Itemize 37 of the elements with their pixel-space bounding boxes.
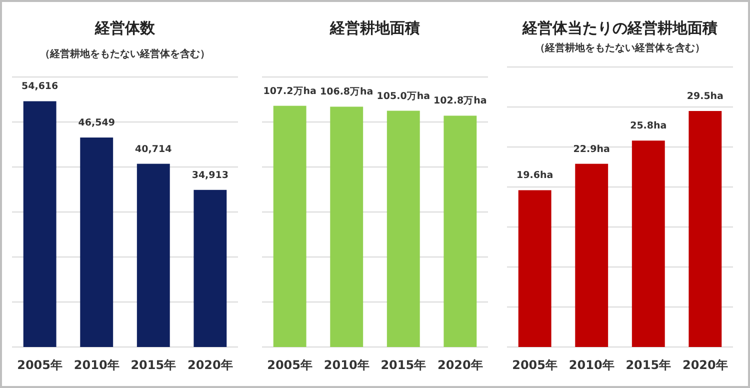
x-tick-label: 2020年 <box>437 358 483 372</box>
data-label: 105.0万ha <box>376 90 430 102</box>
bar <box>136 164 170 347</box>
bar <box>575 164 608 347</box>
x-tick-label: 2020年 <box>187 358 233 372</box>
x-tick-label: 2020年 <box>682 358 728 372</box>
bar <box>632 140 665 347</box>
data-label: 19.6ha <box>516 170 554 182</box>
bar <box>80 138 114 347</box>
data-label: 25.8ha <box>630 120 667 132</box>
chart-title: 経営体当たりの経営耕地面積 <box>522 19 718 37</box>
data-label: 102.8万ha <box>434 96 487 107</box>
x-tick-label: 2015年 <box>626 358 672 372</box>
bar <box>688 111 722 347</box>
x-tick-label: 2010年 <box>74 358 120 372</box>
x-tick-label: 2005年 <box>512 358 558 372</box>
data-label: 34,913 <box>192 170 229 181</box>
chart-subtitle: （経営耕地をもたない経営体を含む） <box>40 48 210 60</box>
bar <box>518 190 552 347</box>
bar <box>23 101 56 347</box>
chart-subtitle: （経営耕地をもたない経営体を含む） <box>535 42 705 54</box>
data-label: 107.2万ha <box>263 86 316 97</box>
data-label: 22.9ha <box>573 144 610 155</box>
data-label: 46,549 <box>78 118 115 129</box>
data-label: 54,616 <box>21 81 59 92</box>
data-label: 40,714 <box>135 144 172 155</box>
x-tick-label: 2015年 <box>130 358 176 372</box>
chart-title: 経営体数 <box>94 19 156 37</box>
chart-title: 経営耕地面積 <box>329 19 420 37</box>
bar <box>194 190 227 347</box>
x-tick-label: 2005年 <box>17 358 63 372</box>
data-label: 29.5ha <box>686 91 724 102</box>
x-tick-label: 2010年 <box>324 358 370 372</box>
x-tick-label: 2005年 <box>267 358 313 372</box>
data-label: 106.8万ha <box>320 86 374 98</box>
x-tick-label: 2015年 <box>380 358 426 372</box>
x-tick-label: 2010年 <box>568 358 614 372</box>
